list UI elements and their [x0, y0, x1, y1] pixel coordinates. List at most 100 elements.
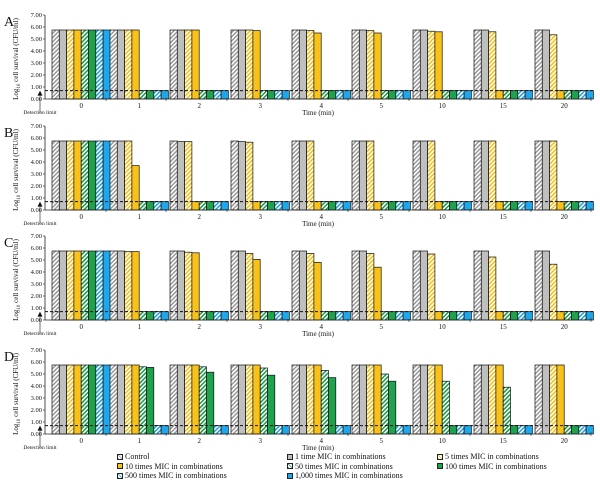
x-tick-label: 10: [439, 213, 447, 221]
legend-swatch: [117, 453, 123, 460]
bar-group-1: [109, 364, 169, 435]
bar-group-0: [51, 29, 111, 100]
bar: [358, 364, 367, 435]
bar: [434, 31, 443, 100]
bar: [298, 29, 307, 100]
bar: [198, 90, 207, 100]
bar: [184, 364, 193, 435]
bar: [488, 364, 497, 435]
bar: [80, 29, 89, 100]
bar: [441, 311, 450, 321]
bar: [571, 201, 580, 211]
x-tick-label: 0: [79, 437, 83, 445]
bar-group-4: [291, 364, 351, 435]
bar: [116, 140, 125, 211]
bar: [473, 250, 482, 321]
panel-b: B 0.00 1.00 2.00 3.00 4.00 5.00 6.00 7.00 Log10 c…: [4, 123, 594, 228]
bar: [124, 140, 133, 211]
x-tick-label: 10: [439, 102, 447, 110]
legend-item: 10 times MIC in combinations: [117, 462, 223, 471]
bar-group-1: [109, 140, 169, 211]
bar: [220, 201, 229, 211]
bar: [412, 364, 421, 435]
y-tick-label: 1.00: [31, 195, 42, 202]
bar: [281, 201, 290, 211]
bar: [342, 201, 351, 211]
bar: [184, 251, 193, 321]
bar-group-2: [169, 364, 229, 435]
bar: [571, 425, 580, 435]
x-tick-label: 20: [561, 213, 569, 221]
bar: [488, 31, 497, 100]
bar: [237, 29, 246, 100]
bar: [502, 90, 511, 100]
bar-group-10: [412, 140, 472, 211]
bar: [298, 250, 307, 321]
x-tick-label: 20: [561, 323, 569, 331]
bar: [402, 311, 411, 321]
bar-group-2: [169, 29, 229, 100]
bar: [449, 311, 458, 321]
bar: [534, 364, 543, 435]
bar: [138, 366, 147, 435]
bar: [456, 90, 465, 100]
y-tick-label: 4.00: [31, 159, 42, 166]
bar: [58, 140, 67, 211]
bar: [463, 201, 472, 211]
bar-group-4: [291, 250, 351, 321]
bar: [58, 250, 67, 321]
x-tick-label: 1: [137, 323, 141, 331]
bar: [213, 201, 222, 211]
bar: [191, 201, 200, 211]
bar: [578, 90, 587, 100]
bar: [402, 201, 411, 211]
bar: [358, 140, 367, 211]
legend-item: 1 time MIC in combinations: [287, 452, 386, 461]
bar: [176, 141, 185, 211]
bar: [116, 364, 125, 435]
bar: [342, 311, 351, 321]
y-tick-label: 1.00: [31, 305, 42, 312]
bar: [480, 250, 489, 321]
bar: [274, 425, 283, 435]
bar: [160, 201, 169, 211]
bar: [456, 201, 465, 211]
bar: [169, 29, 178, 100]
bar: [88, 29, 97, 100]
bar-group-4: [291, 29, 351, 100]
bar: [549, 364, 558, 435]
bar-group-3: [230, 29, 290, 100]
x-tick-label: 10: [439, 323, 447, 331]
bar: [146, 90, 155, 100]
legend-label: 1,000 times MIC in combinations: [295, 471, 403, 480]
bar: [366, 364, 375, 435]
bar: [388, 311, 397, 321]
bar: [449, 90, 458, 100]
bar: [206, 371, 215, 435]
bar: [473, 29, 482, 100]
bar: [281, 425, 290, 435]
bar: [328, 311, 337, 321]
bar: [213, 425, 222, 435]
bar: [463, 425, 472, 435]
y-tick-label: 1.00: [31, 419, 42, 426]
bar: [160, 311, 169, 321]
legend-item: 500 times MIC in combinations: [117, 471, 227, 480]
bar: [259, 367, 268, 435]
bar: [510, 201, 519, 211]
bar-group-10: [412, 364, 472, 435]
bar: [585, 201, 594, 211]
bar: [51, 29, 60, 100]
bar: [138, 90, 147, 100]
y-tick-label: 6.00: [31, 24, 42, 31]
bar: [230, 250, 239, 321]
bar: [306, 253, 315, 321]
bar: [463, 311, 472, 321]
bar-group-15: [473, 140, 533, 211]
bar: [306, 30, 315, 100]
x-axis-label: Time (min): [302, 109, 334, 117]
bar: [473, 364, 482, 435]
bar: [245, 364, 254, 435]
bar-group-5: [351, 364, 411, 435]
bar: [80, 250, 89, 321]
